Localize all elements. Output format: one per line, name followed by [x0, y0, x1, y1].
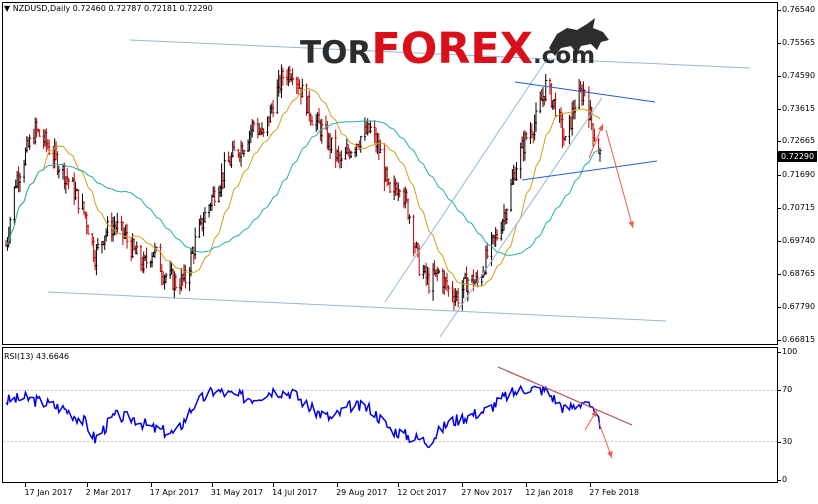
time-axis-label: 17 Jan 2017: [24, 488, 73, 497]
price-axis-tick: [777, 207, 781, 209]
rsi-axis-tick: [777, 480, 781, 481]
chart-header: ▼ NZDUSD,Daily 0.72460 0.72787 0.72181 0…: [4, 4, 213, 13]
rsi-indicator-pane[interactable]: [2, 347, 778, 483]
price-axis-tick: [777, 141, 781, 143]
price-axis-label: 0.76540: [782, 5, 816, 14]
time-axis-label: 14 Jul 2017: [272, 488, 318, 497]
price-axis-tick: [777, 109, 781, 111]
rsi-header: RSI(13) 43.6646: [4, 352, 69, 361]
price-axis-tick: [777, 43, 781, 45]
price-axis-label: 0.67790: [782, 301, 816, 311]
support-trendline: [521, 160, 658, 181]
rsi-trendline: [497, 366, 633, 426]
time-axis-tick: [86, 483, 88, 487]
price-axis-tick: [777, 10, 781, 11]
rsi-axis-label: 0: [782, 475, 788, 484]
time-axis-tick: [25, 483, 27, 487]
price-chart-pane[interactable]: [2, 2, 778, 345]
ohlc-values: 0.72460 0.72787 0.72181 0.72290: [72, 4, 213, 13]
dropdown-triangle-icon[interactable]: ▼: [4, 4, 11, 13]
rsi-axis-label: 30: [782, 436, 793, 446]
time-axis-label: 12 Oct 2017: [397, 488, 447, 497]
rsi-axis-label: 100: [782, 347, 798, 356]
time-axis-label: 29 Aug 2017: [336, 488, 388, 497]
current-price-label: 0.72290: [778, 151, 818, 162]
time-axis-tick: [462, 483, 464, 487]
time-axis-tick: [211, 483, 213, 487]
time-axis-tick: [526, 483, 528, 487]
ma-slow-line: [5, 120, 601, 256]
rsi-arrow-up-head: [591, 410, 597, 417]
logo-text-forex: FOREX: [371, 24, 533, 74]
time-axis-label: 27 Nov 2017: [461, 488, 513, 497]
price-axis-label: 0.71690: [782, 169, 816, 179]
price-axis-label: 0.66815: [782, 335, 816, 344]
channel-upper-line: [129, 39, 751, 69]
channel-lower-line: [47, 291, 667, 322]
price-axis-tick: [777, 306, 781, 308]
price-axis-label: 0.74590: [782, 71, 816, 81]
time-axis-tick: [150, 483, 152, 487]
time-axis-tick: [273, 483, 275, 487]
price-axis-label: 0.73615: [782, 104, 816, 114]
price-axis-label: 0.70715: [782, 202, 816, 212]
forecast-arrow-up-head: [598, 124, 604, 131]
price-axis-label: 0.75565: [782, 38, 816, 48]
rsi-arrow-down-head: [607, 451, 613, 458]
rsi-axis-tick: [777, 390, 781, 392]
time-axis-tick: [398, 483, 400, 487]
rsi-axis-tick: [777, 441, 781, 443]
price-axis-tick: [777, 340, 781, 341]
resistance-trendline: [514, 81, 656, 103]
time-axis-label: 27 Feb 2018: [589, 488, 640, 497]
rsi-line: [5, 384, 601, 449]
price-axis-tick: [777, 273, 781, 275]
time-axis-label: 2 Mar 2017: [85, 488, 132, 497]
price-axis-label: 0.68765: [782, 268, 816, 278]
up-channel-left-line: [384, 61, 546, 303]
time-axis-tick: [337, 483, 339, 487]
time-axis-tick: [590, 483, 592, 487]
forecast-arrow-down-head: [628, 221, 634, 228]
rsi-label: RSI(13) 43.6646: [4, 352, 70, 361]
bull-icon: [549, 18, 609, 56]
rsi-arrow-down: [597, 419, 613, 459]
time-axis-label: 31 May 2017: [210, 488, 264, 497]
rsi-axis-label: 70: [782, 385, 793, 395]
time-axis-label: 12 Jan 2018: [525, 488, 574, 497]
ma-fast-line: [5, 87, 601, 287]
forecast-arrow-down: [605, 129, 634, 229]
logo-text-tor: TOR: [300, 35, 372, 71]
symbol-label: NZDUSD,Daily: [12, 4, 71, 13]
price-axis-tick: [777, 174, 781, 176]
price-axis-tick: [777, 76, 781, 78]
torforex-logo: TORFOREX.com: [300, 24, 595, 74]
time-axis-label: 17 Apr 2017: [149, 488, 200, 497]
price-axis-label: 0.72665: [782, 136, 816, 146]
rsi-axis-tick: [777, 352, 781, 353]
price-axis-label: 0.69740: [782, 235, 816, 245]
price-axis-tick: [777, 240, 781, 242]
up-channel-right-line: [439, 97, 603, 338]
